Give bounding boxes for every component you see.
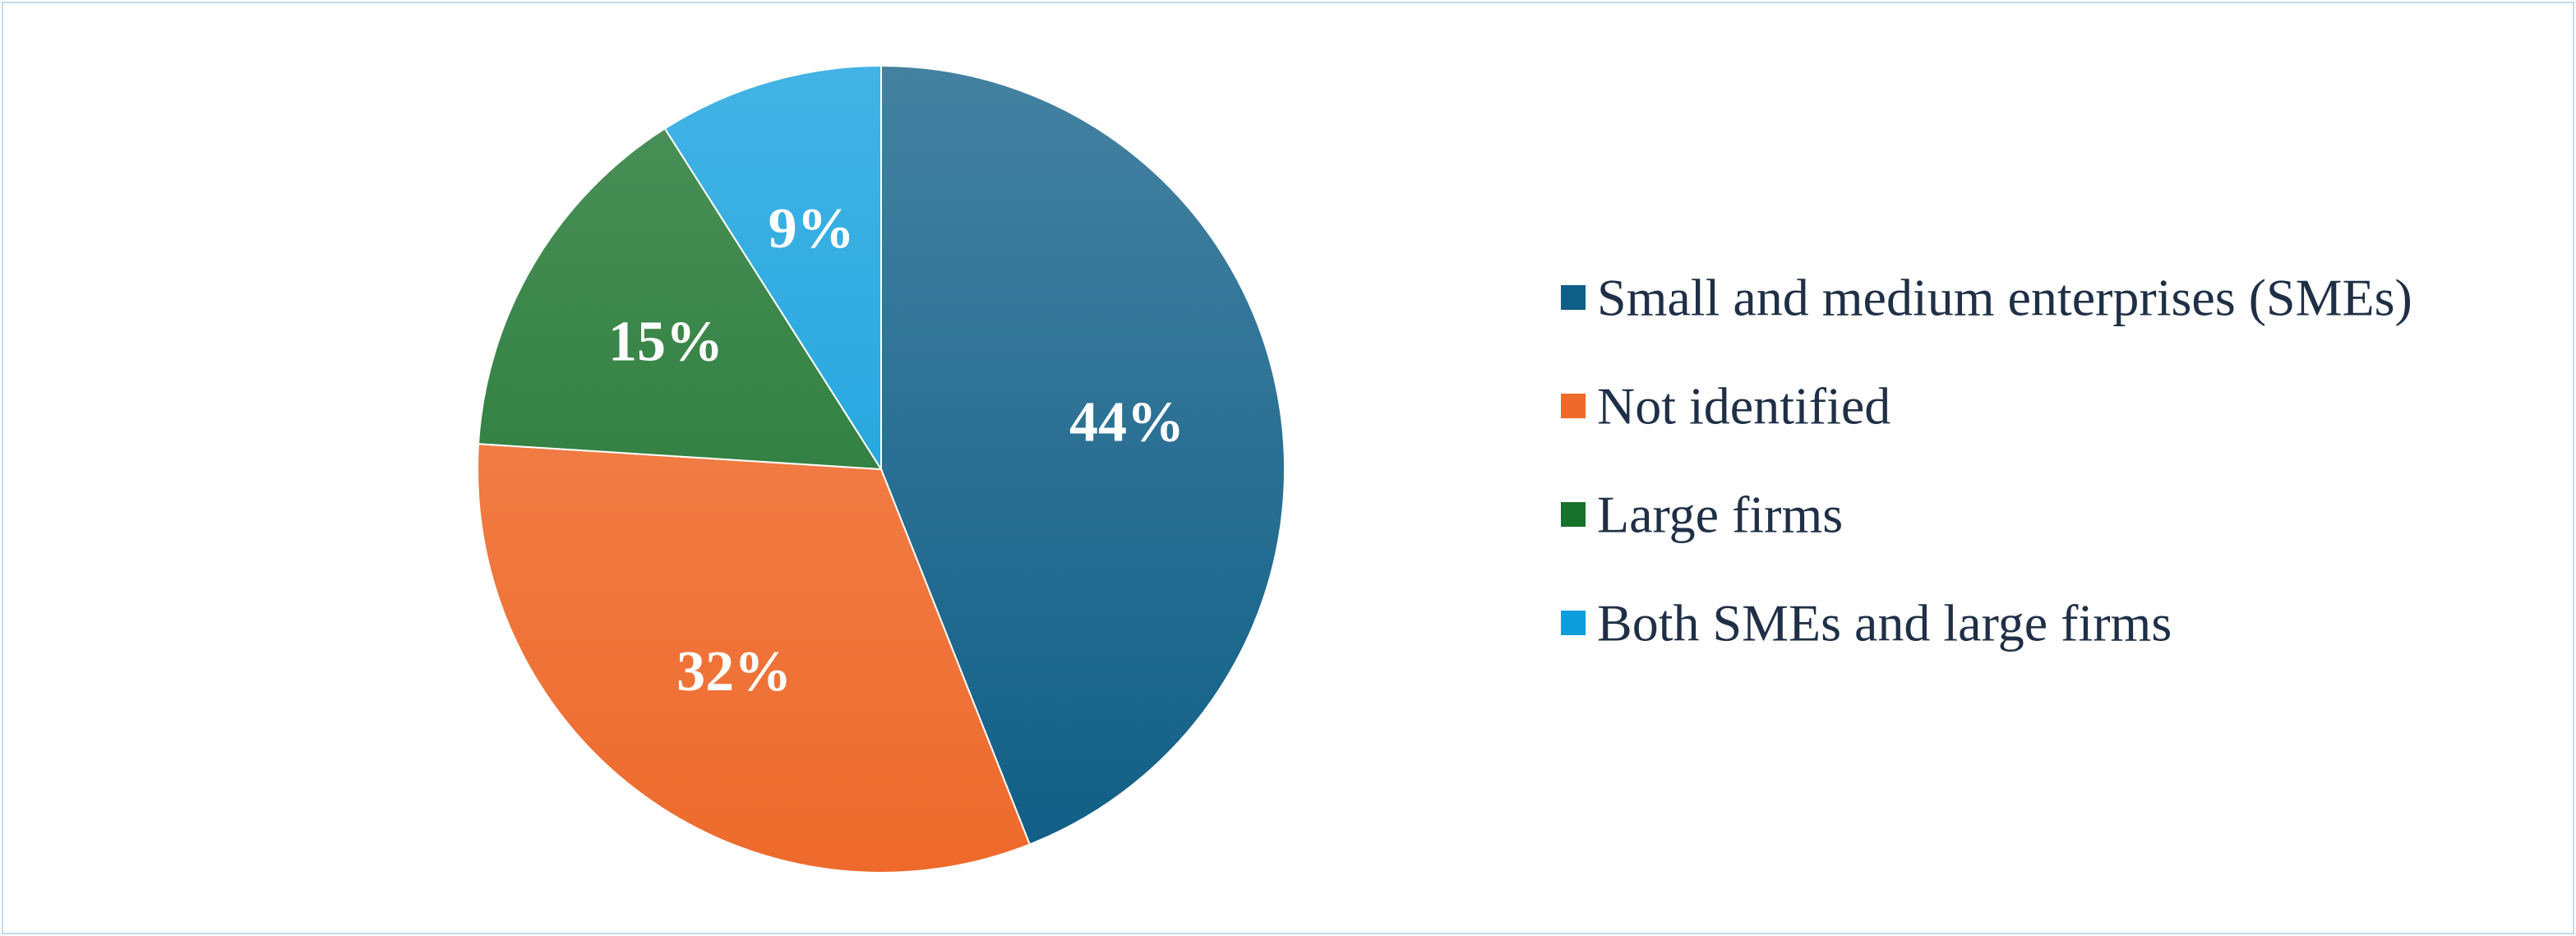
slice-label-not-identified: 32% (676, 640, 792, 703)
slice-label-smes: 44% (1069, 390, 1184, 454)
legend-label-smes: Small and medium enterprises (SMEs) (1597, 269, 2412, 327)
pie-slice-large-firms (477, 127, 883, 471)
legend-swatch-not-identified (1561, 394, 1586, 418)
pie-chart: 44% 32% 15% 9% Small and medium enterprises… (477, 64, 2412, 874)
legend-swatch-smes (1561, 285, 1586, 310)
pie-slice-smes (880, 64, 1286, 846)
pie-slices (477, 64, 1286, 874)
slice-label-both-smes-and-large-firms: 9% (769, 197, 855, 261)
legend: Small and medium enterprises (SMEs) Not i… (1561, 269, 2412, 652)
legend-swatch-both-smes-and-large-firms (1561, 611, 1586, 635)
legend-label-not-identified: Not identified (1597, 377, 1890, 436)
pie-slice-not-identified (477, 443, 1032, 874)
slice-label-large-firms: 15% (608, 311, 723, 374)
pie-slice-both-smes-and-large-firms (663, 64, 882, 473)
legend-swatch-large-firms (1561, 502, 1586, 527)
slice-labels: 44% 32% 15% 9% (608, 197, 1184, 703)
legend-label-large-firms: Large firms (1597, 486, 1843, 544)
legend-label-both-smes-and-large-firms: Both SMEs and large firms (1597, 594, 2172, 652)
